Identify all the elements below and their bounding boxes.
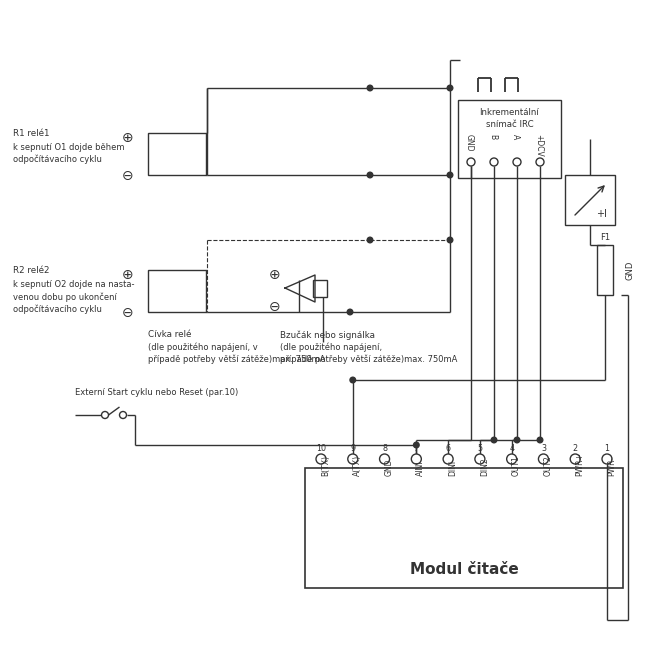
Text: F1: F1 — [600, 233, 610, 242]
Text: 2: 2 — [573, 444, 578, 453]
Circle shape — [367, 172, 373, 178]
Circle shape — [538, 454, 549, 464]
Text: GND: GND — [625, 260, 634, 280]
Circle shape — [506, 454, 517, 464]
Bar — [148, 270, 206, 312]
Circle shape — [447, 85, 453, 91]
Circle shape — [467, 158, 475, 166]
Text: snímač IRC: snímač IRC — [486, 120, 533, 129]
Text: 3: 3 — [541, 444, 546, 453]
Text: venou dobu po ukončení: venou dobu po ukončení — [13, 292, 117, 302]
Circle shape — [101, 411, 109, 419]
Text: (dle použitého napájení, v: (dle použitého napájení, v — [148, 343, 258, 352]
Circle shape — [570, 454, 580, 464]
Text: 4: 4 — [509, 444, 514, 453]
Bar — [305, 468, 623, 588]
Text: Bzučák nebo signálka: Bzučák nebo signálka — [280, 330, 375, 339]
Text: Inkrementální: Inkrementální — [480, 108, 540, 117]
Text: k sepnutí O1 dojde během: k sepnutí O1 dojde během — [13, 143, 125, 152]
Text: ⊕: ⊕ — [269, 268, 281, 282]
Text: k sepnutí O2 dojde na nasta-: k sepnutí O2 dojde na nasta- — [13, 280, 135, 289]
Text: Externí Start cyklu nebo Reset (par.10): Externí Start cyklu nebo Reset (par.10) — [75, 388, 239, 397]
Bar — [565, 175, 615, 225]
Circle shape — [411, 454, 421, 464]
Text: OUT1: OUT1 — [512, 455, 521, 476]
Text: 8: 8 — [382, 444, 387, 453]
Bar — [148, 133, 206, 175]
Bar — [597, 245, 613, 295]
Text: R1 relé1: R1 relé1 — [13, 129, 49, 138]
Circle shape — [120, 411, 127, 419]
Text: GND: GND — [465, 134, 474, 151]
Text: PWR+: PWR+ — [575, 452, 584, 476]
Text: PWR-: PWR- — [607, 456, 616, 476]
Text: A(TX): A(TX) — [353, 455, 362, 476]
Circle shape — [350, 377, 356, 383]
Circle shape — [447, 172, 453, 178]
Text: ⊖: ⊖ — [122, 306, 134, 320]
Text: ⊖: ⊖ — [122, 169, 134, 183]
Text: DIN2: DIN2 — [480, 458, 489, 476]
Text: ⊖: ⊖ — [269, 300, 281, 314]
Circle shape — [348, 454, 358, 464]
Text: případě potřeby větší zátěže)max. 750mA: případě potřeby větší zátěže)max. 750mA — [148, 355, 326, 365]
Text: B(TX): B(TX) — [321, 455, 330, 476]
Circle shape — [536, 158, 544, 166]
Text: DINI: DINI — [448, 460, 457, 476]
Circle shape — [513, 158, 521, 166]
Text: 1: 1 — [604, 444, 610, 453]
Circle shape — [602, 454, 612, 464]
Text: GND: GND — [385, 458, 393, 476]
Text: 10: 10 — [316, 444, 326, 453]
Circle shape — [443, 454, 453, 464]
Text: (dle použitého napájení,: (dle použitého napájení, — [280, 343, 382, 352]
Circle shape — [491, 437, 497, 443]
Text: OUT2: OUT2 — [543, 455, 552, 476]
Circle shape — [347, 309, 353, 315]
Text: případě potřeby větší zátěže)max. 750mA: případě potřeby větší zátěže)max. 750mA — [280, 355, 458, 365]
Bar — [313, 280, 327, 297]
Text: 9: 9 — [350, 444, 356, 453]
Text: A: A — [511, 134, 520, 139]
Text: +DCV: +DCV — [534, 134, 543, 157]
Circle shape — [447, 237, 453, 243]
Text: AINI: AINI — [417, 460, 425, 476]
Circle shape — [367, 85, 373, 91]
Text: Cívka relé: Cívka relé — [148, 330, 191, 339]
Text: Modul čitače: Modul čitače — [410, 562, 519, 577]
Circle shape — [316, 454, 326, 464]
Circle shape — [380, 454, 389, 464]
Text: 7: 7 — [414, 444, 419, 453]
Text: 5: 5 — [477, 444, 482, 453]
Circle shape — [514, 437, 520, 443]
Text: ⊕: ⊕ — [122, 268, 134, 282]
Text: +I: +I — [595, 209, 606, 219]
Circle shape — [475, 454, 485, 464]
Text: odpočítávacího cyklu: odpočítávacího cyklu — [13, 155, 102, 164]
Text: ⊕: ⊕ — [122, 131, 134, 145]
Text: B: B — [488, 134, 497, 139]
Text: 6: 6 — [446, 444, 450, 453]
Text: R2 relé2: R2 relé2 — [13, 266, 49, 275]
Circle shape — [367, 237, 373, 243]
Circle shape — [490, 158, 498, 166]
Circle shape — [413, 442, 419, 448]
Circle shape — [537, 437, 543, 443]
Bar — [458, 100, 561, 178]
Text: odpočítávacího cyklu: odpočítávacího cyklu — [13, 304, 102, 313]
